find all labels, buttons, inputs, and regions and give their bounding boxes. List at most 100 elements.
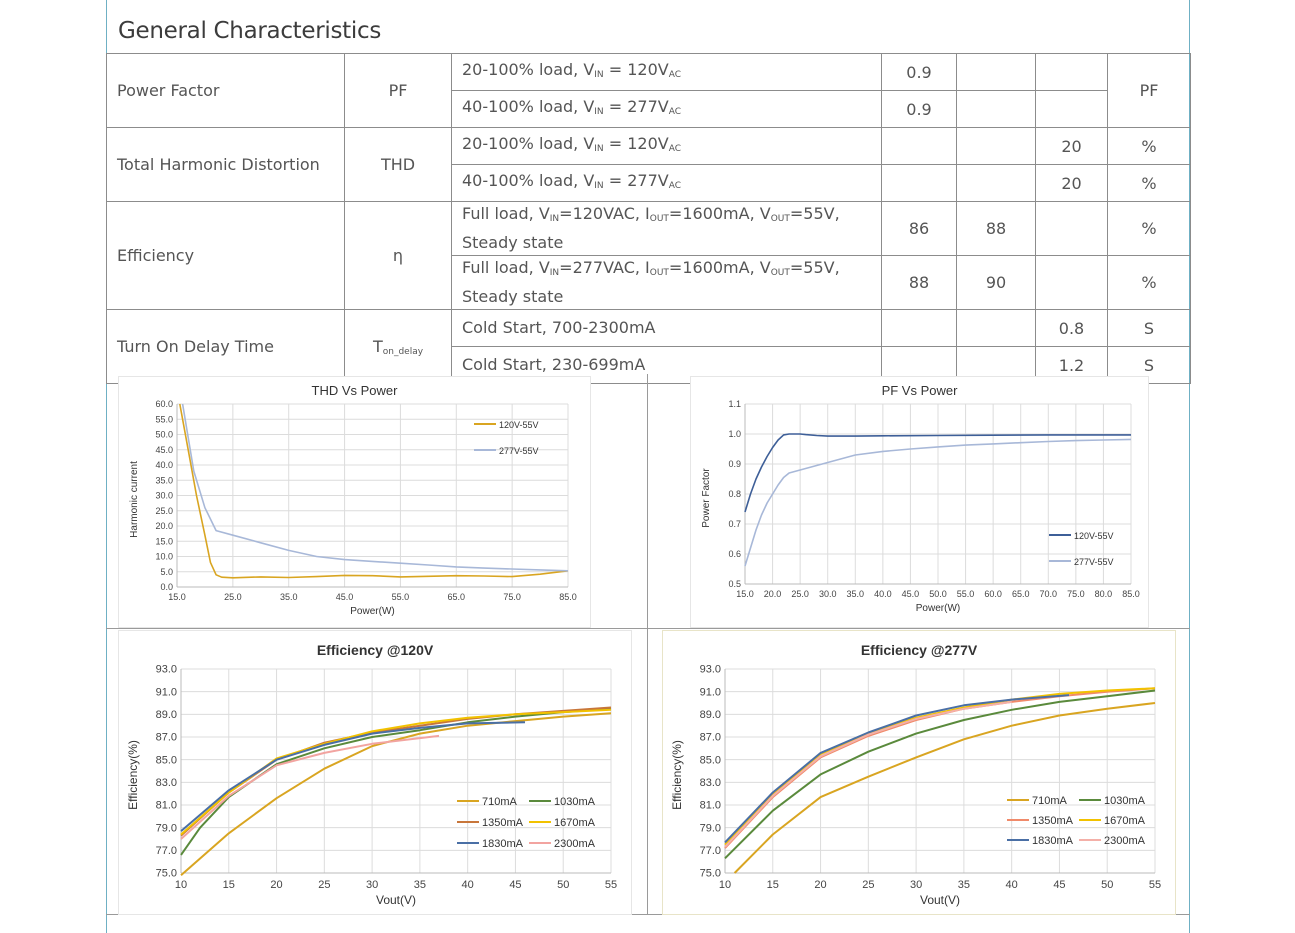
min-value: 86: [881, 201, 957, 256]
table-row: 40-100% load, VIN = 277VAC 0.9: [107, 90, 1191, 128]
min-value: [881, 164, 957, 202]
param-symbol: PF: [344, 53, 452, 128]
condition-cell: Full load, VIN=277VAC, IOUT=1600mA, VOUT…: [451, 255, 882, 310]
unit-cell: %: [1107, 255, 1191, 310]
x-tick-label: 40: [1006, 879, 1018, 891]
x-tick-label: 45.0: [336, 592, 354, 602]
x-tick-label: 55: [1149, 879, 1161, 891]
typ-value: [956, 127, 1036, 165]
series-line-2300mA: [724, 700, 1012, 848]
x-tick-label: 80.0: [1095, 589, 1113, 599]
series-line-1030mA: [724, 689, 1156, 860]
x-axis-label: Vout(V): [920, 893, 960, 907]
y-tick-label: 79.0: [156, 822, 177, 834]
x-tick-label: 85.0: [1122, 589, 1140, 599]
max-value: [1035, 53, 1108, 91]
y-tick-label: 1.1: [728, 399, 741, 409]
condition-cell: 20-100% load, VIN = 120VAC: [451, 53, 882, 91]
param-label: Total Harmonic Distortion: [106, 127, 345, 202]
legend-label: 1350mA: [482, 817, 524, 829]
x-tick-label: 50.0: [929, 589, 947, 599]
y-axis-label: Harmonic current: [129, 461, 140, 538]
min-value: 0.9: [881, 53, 957, 91]
x-tick-label: 45: [509, 879, 521, 891]
section-title: General Characteristics: [118, 18, 382, 44]
x-tick-label: 55: [605, 879, 617, 891]
min-value: [881, 309, 957, 347]
series-line-2300mA: [180, 734, 440, 840]
condition-cell: 40-100% load, VIN = 277VAC: [451, 90, 882, 128]
x-tick-label: 70.0: [1040, 589, 1058, 599]
y-tick-label: 89.0: [156, 709, 177, 721]
x-tick-label: 15: [223, 879, 235, 891]
chart-title: THD Vs Power: [312, 383, 399, 398]
x-tick-label: 50: [557, 879, 569, 891]
legend-label: 1830mA: [1032, 835, 1074, 847]
y-tick-label: 77.0: [156, 845, 177, 857]
series-line-120V-55V: [744, 433, 1131, 513]
series-line-1830mA: [180, 721, 526, 832]
legend-label: 277V-55V: [1074, 557, 1114, 567]
x-tick-label: 25.0: [791, 589, 809, 599]
chart-title: PF Vs Power: [882, 383, 959, 398]
x-tick-label: 45: [1053, 879, 1065, 891]
x-tick-label: 40.0: [874, 589, 892, 599]
legend-label: 1350mA: [1032, 815, 1074, 827]
y-tick-label: 55.0: [155, 414, 173, 424]
y-tick-label: 83.0: [156, 777, 177, 789]
y-tick-label: 50.0: [155, 430, 173, 440]
table-row: Turn On Delay Time Ton_delay Cold Start,…: [106, 309, 1191, 384]
efficiency-120v-chart: Efficiency @120V 10 15 20 25 30 35 40 45 50 55 75.0…: [126, 642, 617, 907]
x-axis-label: Vout(V): [376, 893, 416, 907]
y-tick-label: 93.0: [156, 664, 177, 676]
chart-divider: [647, 374, 648, 914]
y-tick-label: 91.0: [700, 686, 721, 698]
max-value: 20: [1035, 164, 1108, 202]
x-tick-label: 15.0: [168, 592, 186, 602]
min-value: [881, 127, 957, 165]
max-value: 20: [1035, 127, 1108, 165]
y-tick-label: 83.0: [700, 777, 721, 789]
series-line-277V-55V: [744, 438, 1132, 567]
y-tick-label: 89.0: [700, 709, 721, 721]
x-tick-label: 25: [862, 879, 874, 891]
legend-label: 710mA: [1032, 795, 1068, 807]
y-tick-label: 40.0: [155, 460, 173, 470]
legend-label: 710mA: [482, 796, 518, 808]
x-tick-label: 30.0: [819, 589, 837, 599]
y-tick-label: 1.0: [728, 429, 741, 439]
x-tick-label: 35: [414, 879, 426, 891]
x-tick-label: 25: [318, 879, 330, 891]
x-tick-label: 65.0: [1012, 589, 1030, 599]
legend-label: 1030mA: [1104, 795, 1146, 807]
x-tick-label: 15.0: [736, 589, 754, 599]
param-label: Power Factor: [106, 53, 345, 128]
x-tick-label: 35.0: [847, 589, 865, 599]
chart-title: Efficiency @277V: [861, 642, 978, 658]
thd-chart-panel: THD Vs Power 15.0 25.0 35.0 45.0 55.0 65.0 75.0…: [118, 376, 591, 628]
y-tick-label: 0.6: [728, 549, 741, 559]
y-tick-label: 0.8: [728, 489, 741, 499]
chart-title: Efficiency @120V: [317, 642, 434, 658]
y-tick-label: 15.0: [155, 536, 173, 546]
page-frame: [106, 0, 1190, 933]
typ-value: [956, 309, 1036, 347]
condition-cell: Cold Start, 700-2300mA: [451, 309, 882, 347]
series-line-710mA: [733, 702, 1156, 874]
max-value: [1035, 255, 1108, 310]
x-tick-label: 30: [910, 879, 922, 891]
x-tick-label: 10: [719, 879, 731, 891]
x-tick-label: 20.0: [764, 589, 782, 599]
legend-label: 120V-55V: [1074, 531, 1114, 541]
x-tick-label: 65.0: [448, 592, 466, 602]
y-tick-label: 10.0: [155, 552, 173, 562]
y-tick-label: 87.0: [156, 732, 177, 744]
y-tick-label: 45.0: [155, 445, 173, 455]
series-line-1030mA: [180, 707, 612, 856]
pf-chart-panel: PF Vs Power 15.0 20.0 25.0 30.0 35.0 40.0 45.0 5…: [690, 376, 1149, 628]
pf-vs-power-chart: PF Vs Power 15.0 20.0 25.0 30.0 35.0 40.0 45.0 5…: [701, 383, 1140, 614]
x-tick-label: 45.0: [902, 589, 920, 599]
y-tick-label: 75.0: [700, 868, 721, 880]
y-tick-label: 81.0: [156, 800, 177, 812]
legend-label: 277V-55V: [499, 446, 539, 456]
